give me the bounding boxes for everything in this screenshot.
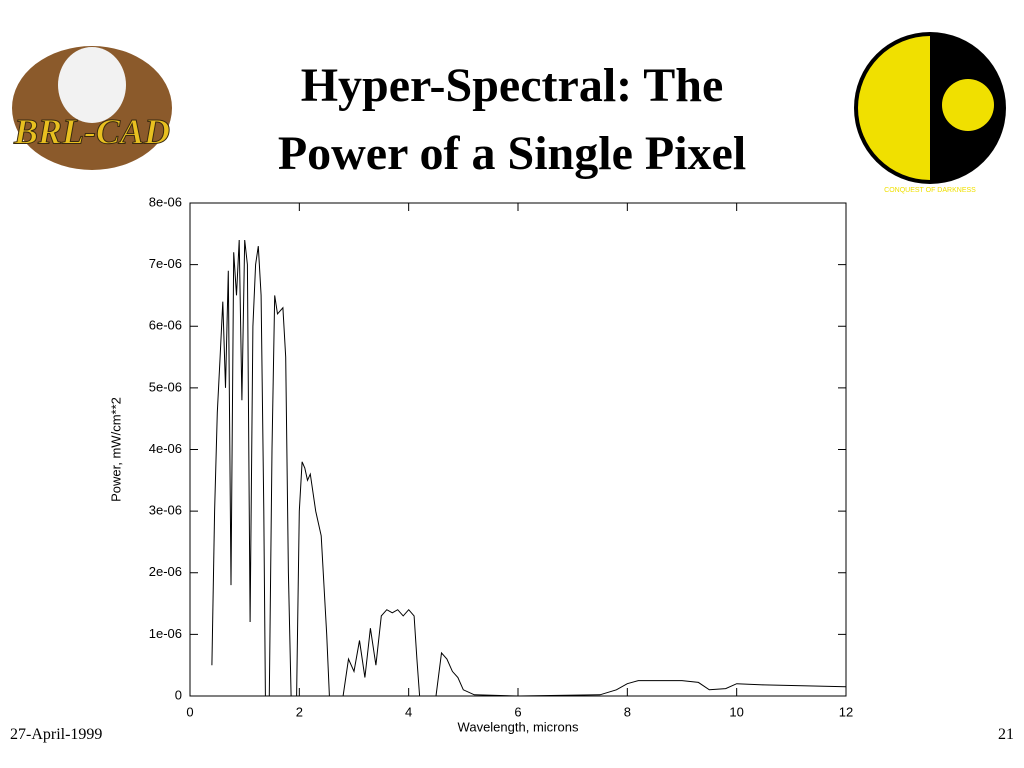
y-axis-label: Power, mW/cm**2 bbox=[108, 397, 123, 502]
logo-shape bbox=[58, 47, 126, 123]
plot-frame bbox=[189, 202, 847, 697]
y-tick-label: 2e-06 bbox=[149, 564, 182, 579]
data-line bbox=[211, 239, 847, 697]
page-number: 21 bbox=[998, 726, 1014, 743]
slide-title: Hyper-Spectral: The Power of a Single Pi… bbox=[277, 59, 747, 180]
logo-shape bbox=[942, 79, 994, 131]
right-logo: CONQUEST OF DARKNESS bbox=[854, 32, 1006, 194]
y-tick-label: 1e-06 bbox=[149, 626, 182, 641]
left-logo: BRL-CAD bbox=[12, 46, 172, 170]
x-tick-label: 12 bbox=[839, 704, 853, 719]
y-tick-label: 6e-06 bbox=[149, 318, 182, 333]
logo-text: CONQUEST OF DARKNESS bbox=[884, 187, 976, 194]
y-tick-label: 3e-06 bbox=[149, 503, 182, 518]
x-axis-label: Wavelength, microns bbox=[458, 719, 579, 734]
x-tick-label: 0 bbox=[186, 704, 193, 719]
x-tick-label: 4 bbox=[405, 704, 412, 719]
y-tick-label: 8e-06 bbox=[149, 194, 182, 209]
x-tick-label: 10 bbox=[729, 704, 743, 719]
x-tick-label: 2 bbox=[296, 704, 303, 719]
y-tick-label: 4e-06 bbox=[149, 441, 182, 456]
footer-date: 27-April-1999 bbox=[10, 726, 103, 743]
y-tick-label: 0 bbox=[175, 687, 182, 702]
logo-text: BRL-CAD bbox=[13, 111, 170, 151]
logo-shape bbox=[858, 36, 930, 180]
x-tick-label: 6 bbox=[514, 704, 521, 719]
y-tick-label: 7e-06 bbox=[149, 256, 182, 271]
y-tick-label: 5e-06 bbox=[149, 379, 182, 394]
x-tick-label: 8 bbox=[624, 704, 631, 719]
